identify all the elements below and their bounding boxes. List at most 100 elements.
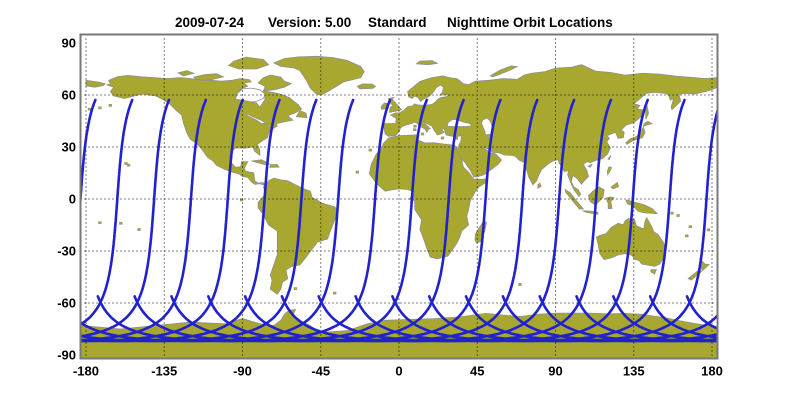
orbit-track <box>80 98 208 342</box>
orbit-track <box>80 98 281 343</box>
x-tick-label: 180 <box>701 364 723 379</box>
y-tick-label: 0 <box>69 192 76 207</box>
orbit-tracks-layer <box>80 98 718 343</box>
small-island <box>355 170 359 174</box>
small-island <box>440 136 445 140</box>
landmass-victoria-island <box>193 73 225 81</box>
landmass-hainan <box>587 163 593 168</box>
landmass-hispaniola <box>269 164 280 168</box>
orbit-track <box>80 98 134 326</box>
water-black-sea <box>446 118 472 127</box>
small-island <box>368 148 372 152</box>
landmass-cuba <box>251 159 271 165</box>
y-tick-label: -90 <box>57 347 76 362</box>
orbit-track <box>80 98 97 217</box>
landmass-sri-lanka <box>537 182 542 190</box>
landmass-taiwan <box>607 155 612 160</box>
landmass-eurasia <box>382 64 718 198</box>
x-tick-label: -180 <box>73 364 99 379</box>
title-version: Version: 5.00 <box>268 15 351 30</box>
landmass-mindanao <box>610 181 620 190</box>
landmass-chukotka-wrap <box>85 79 106 88</box>
small-island <box>413 124 417 128</box>
orbit-track <box>80 98 171 338</box>
small-island <box>124 162 128 165</box>
small-island <box>293 287 298 290</box>
orbit-track <box>207 98 502 343</box>
small-island <box>87 107 92 111</box>
small-island <box>108 104 112 107</box>
landmass-hokkaido <box>642 120 654 127</box>
x-tick-label: -90 <box>233 364 252 379</box>
landmass-newfoundland <box>295 110 308 118</box>
x-axis-tick-labels: -180 -135 -90 -45 0 45 90 135 180 <box>73 364 723 379</box>
landmass-novaya-zemlya <box>489 65 519 78</box>
small-island <box>685 234 689 238</box>
landmass-sulawesi <box>605 196 615 210</box>
landmass-tasmania <box>650 269 657 275</box>
x-tick-label: 90 <box>548 364 562 379</box>
orbit-track <box>391 98 686 343</box>
orbit-track <box>575 295 718 343</box>
landmass-honshu <box>625 126 646 145</box>
y-tick-label: 60 <box>62 88 76 103</box>
small-island <box>670 211 674 215</box>
landmass-luzon <box>606 166 613 176</box>
small-island <box>420 132 425 136</box>
landmass-ellesmere-island <box>227 56 270 70</box>
orbit-track <box>354 98 649 343</box>
y-tick-label: 30 <box>62 140 76 155</box>
orbit-track <box>243 98 539 343</box>
x-tick-label: -45 <box>311 364 330 379</box>
orbit-track <box>80 98 244 343</box>
landmass-banks-island <box>177 70 196 77</box>
title-date: 2009-07-24 <box>175 15 245 30</box>
x-tick-label: 45 <box>470 364 484 379</box>
orbit-track <box>538 295 718 343</box>
inland-seas-layer <box>234 87 495 136</box>
x-tick-label: -135 <box>151 364 177 379</box>
small-island <box>137 228 141 231</box>
y-tick-label: 90 <box>62 36 76 51</box>
landmass-sumatra <box>564 188 585 210</box>
small-island <box>413 128 417 132</box>
small-island <box>119 221 123 225</box>
orbit-track <box>96 98 392 343</box>
water-hudson-bay <box>234 87 266 103</box>
x-tick-label: 0 <box>395 364 402 379</box>
landmass-svalbard <box>415 60 439 66</box>
plot-frame <box>79 33 719 360</box>
small-island <box>706 228 711 232</box>
y-tick-label: -30 <box>57 243 76 258</box>
small-island <box>98 106 102 110</box>
orbit-track <box>612 295 718 342</box>
landmass-baffin-island <box>257 74 293 92</box>
orbit-track <box>317 98 613 343</box>
orbit-track <box>80 98 355 343</box>
landmass-africa <box>368 134 489 260</box>
orbit-track <box>80 98 318 343</box>
orbit-track <box>280 98 576 343</box>
landmass-great-britain <box>388 96 403 113</box>
y-axis-tick-labels: -90 -60 -30 0 30 60 90 <box>57 36 76 363</box>
small-island <box>676 214 680 217</box>
orbit-track <box>133 98 429 343</box>
small-island <box>333 291 337 295</box>
small-island <box>126 163 131 167</box>
orbit-track <box>170 98 465 343</box>
title-name: Nighttime Orbit Locations <box>447 15 613 30</box>
small-island <box>239 198 244 202</box>
orbit-track <box>427 106 718 343</box>
landmass-greenland <box>272 55 365 96</box>
landmass-australia <box>595 216 667 267</box>
landmass-north-america <box>105 74 303 187</box>
small-island <box>688 225 692 229</box>
small-island <box>518 283 522 286</box>
small-island <box>98 221 102 225</box>
landmass-iceland <box>356 83 377 90</box>
x-tick-label: 135 <box>623 364 645 379</box>
water-great-lakes <box>245 113 268 125</box>
title-edition: Standard <box>368 15 427 30</box>
y-tick-label: -60 <box>57 295 76 310</box>
